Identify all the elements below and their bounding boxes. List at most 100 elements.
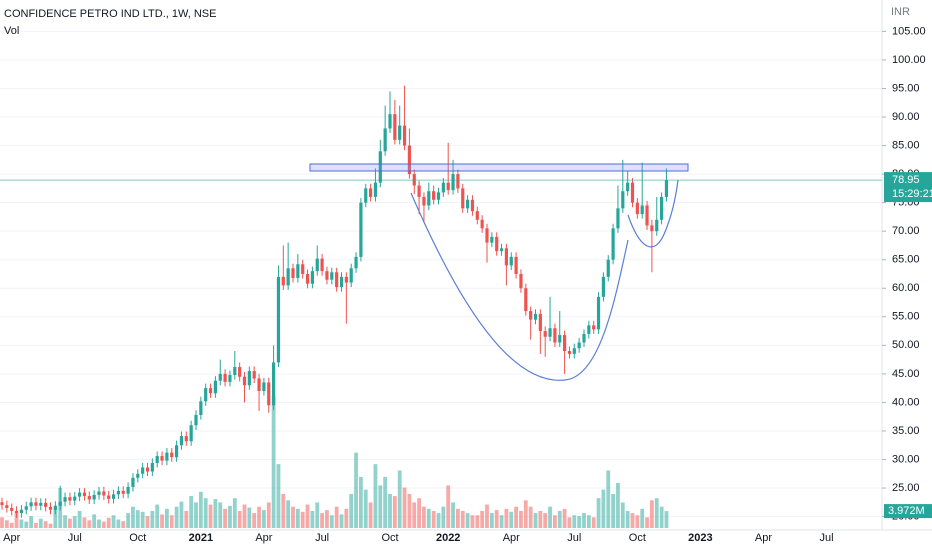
candle-body	[427, 191, 431, 206]
candle-body	[432, 191, 436, 200]
candle-body	[451, 174, 455, 191]
volume-bar	[543, 513, 548, 528]
candle-body	[407, 145, 411, 175]
candle-body	[364, 188, 368, 203]
candle-body	[490, 236, 494, 243]
volume-bar	[654, 498, 659, 528]
candle-body	[480, 219, 484, 229]
volume-bar	[208, 504, 213, 528]
candle-body	[436, 192, 441, 200]
candle-body	[155, 456, 159, 463]
candle-body	[145, 467, 150, 472]
x-tick-label: Jul	[315, 532, 329, 544]
volume-bar	[4, 520, 9, 528]
y-tick-label: 95.00	[892, 82, 920, 94]
volume-bar	[150, 510, 155, 528]
volume-bar	[174, 506, 179, 528]
volume-bar	[310, 510, 315, 528]
indicator-label: Vol	[4, 25, 19, 37]
candle-body	[582, 333, 586, 343]
candle-body	[24, 506, 28, 510]
volume-bar	[329, 515, 334, 528]
axes: 20.0025.0030.0035.0040.0045.0050.0055.00…	[3, 25, 926, 544]
volume-bar	[426, 508, 431, 528]
candle-body	[422, 196, 426, 206]
y-tick-label: 30.00	[892, 453, 920, 465]
candle-body	[354, 256, 358, 269]
candle-body	[107, 495, 111, 499]
x-tick-label: 2021	[189, 532, 213, 544]
candle-body	[170, 452, 174, 458]
candle-body	[446, 182, 450, 191]
volume-pane	[0, 396, 669, 528]
y-tick-label: 70.00	[892, 225, 920, 237]
candle-body	[616, 208, 620, 229]
y-tick-label: 65.00	[892, 254, 920, 266]
volume-bar	[591, 517, 596, 528]
volume-bar	[489, 513, 494, 528]
x-tick-label: Jul	[68, 532, 82, 544]
candle-body	[233, 367, 237, 376]
volume-bar	[213, 499, 218, 528]
candle-body	[116, 490, 120, 495]
candle-body	[529, 311, 533, 320]
volume-bar	[155, 504, 160, 528]
volume-bar	[68, 518, 72, 528]
volume-bar	[9, 522, 14, 528]
volume-bar	[577, 516, 582, 528]
candle-body	[626, 182, 630, 192]
candle-body	[373, 182, 378, 197]
y-tick-label: 60.00	[892, 282, 920, 294]
candle-body	[179, 436, 184, 446]
volume-bar	[509, 511, 514, 528]
candle-body	[291, 268, 295, 278]
volume-bar	[63, 515, 67, 528]
volume-bar	[242, 504, 247, 528]
volume-bar	[34, 522, 38, 528]
volume-bar	[611, 493, 615, 528]
volume-bar	[295, 508, 300, 528]
volume-bar	[431, 510, 436, 528]
volume-bar	[363, 489, 368, 528]
candle-body	[165, 452, 169, 461]
volume-bar	[562, 508, 567, 528]
candle-body	[242, 376, 247, 386]
x-tick-label: Oct	[381, 532, 398, 544]
y-tick-label: 90.00	[892, 111, 920, 123]
y-tick-label: 55.00	[892, 311, 920, 323]
candle-body	[509, 256, 513, 266]
candle-body	[485, 228, 489, 243]
candle-body	[466, 199, 470, 209]
volume-bar	[635, 515, 640, 528]
volume-bar	[24, 521, 29, 528]
volume-bar	[101, 521, 106, 528]
volume-bar	[14, 513, 19, 528]
candle-body	[184, 436, 188, 442]
volume-bar	[131, 506, 135, 528]
candle-body	[44, 502, 48, 507]
volume-bar	[121, 521, 126, 528]
candle-body	[78, 492, 82, 497]
volume-bar	[606, 470, 611, 528]
candle-body	[0, 502, 4, 506]
volume-bar	[305, 504, 310, 528]
volume-bar	[557, 510, 562, 528]
volume-bar	[572, 515, 577, 528]
volume-bar	[300, 511, 305, 528]
candle-body	[470, 199, 475, 212]
volume-bar	[378, 485, 383, 528]
candle-body	[189, 425, 193, 442]
candle-body	[68, 497, 72, 501]
volume-bar	[135, 510, 140, 528]
volume-bar	[538, 510, 543, 528]
candle-body	[150, 462, 154, 472]
volume-bar	[198, 491, 203, 528]
volume-bar	[72, 516, 77, 528]
volume-bar	[160, 514, 164, 528]
volume-bar	[247, 507, 252, 528]
volume-bar	[19, 519, 24, 528]
candle-body	[660, 196, 664, 220]
volume-bar	[485, 504, 489, 528]
candle-body	[126, 486, 130, 494]
